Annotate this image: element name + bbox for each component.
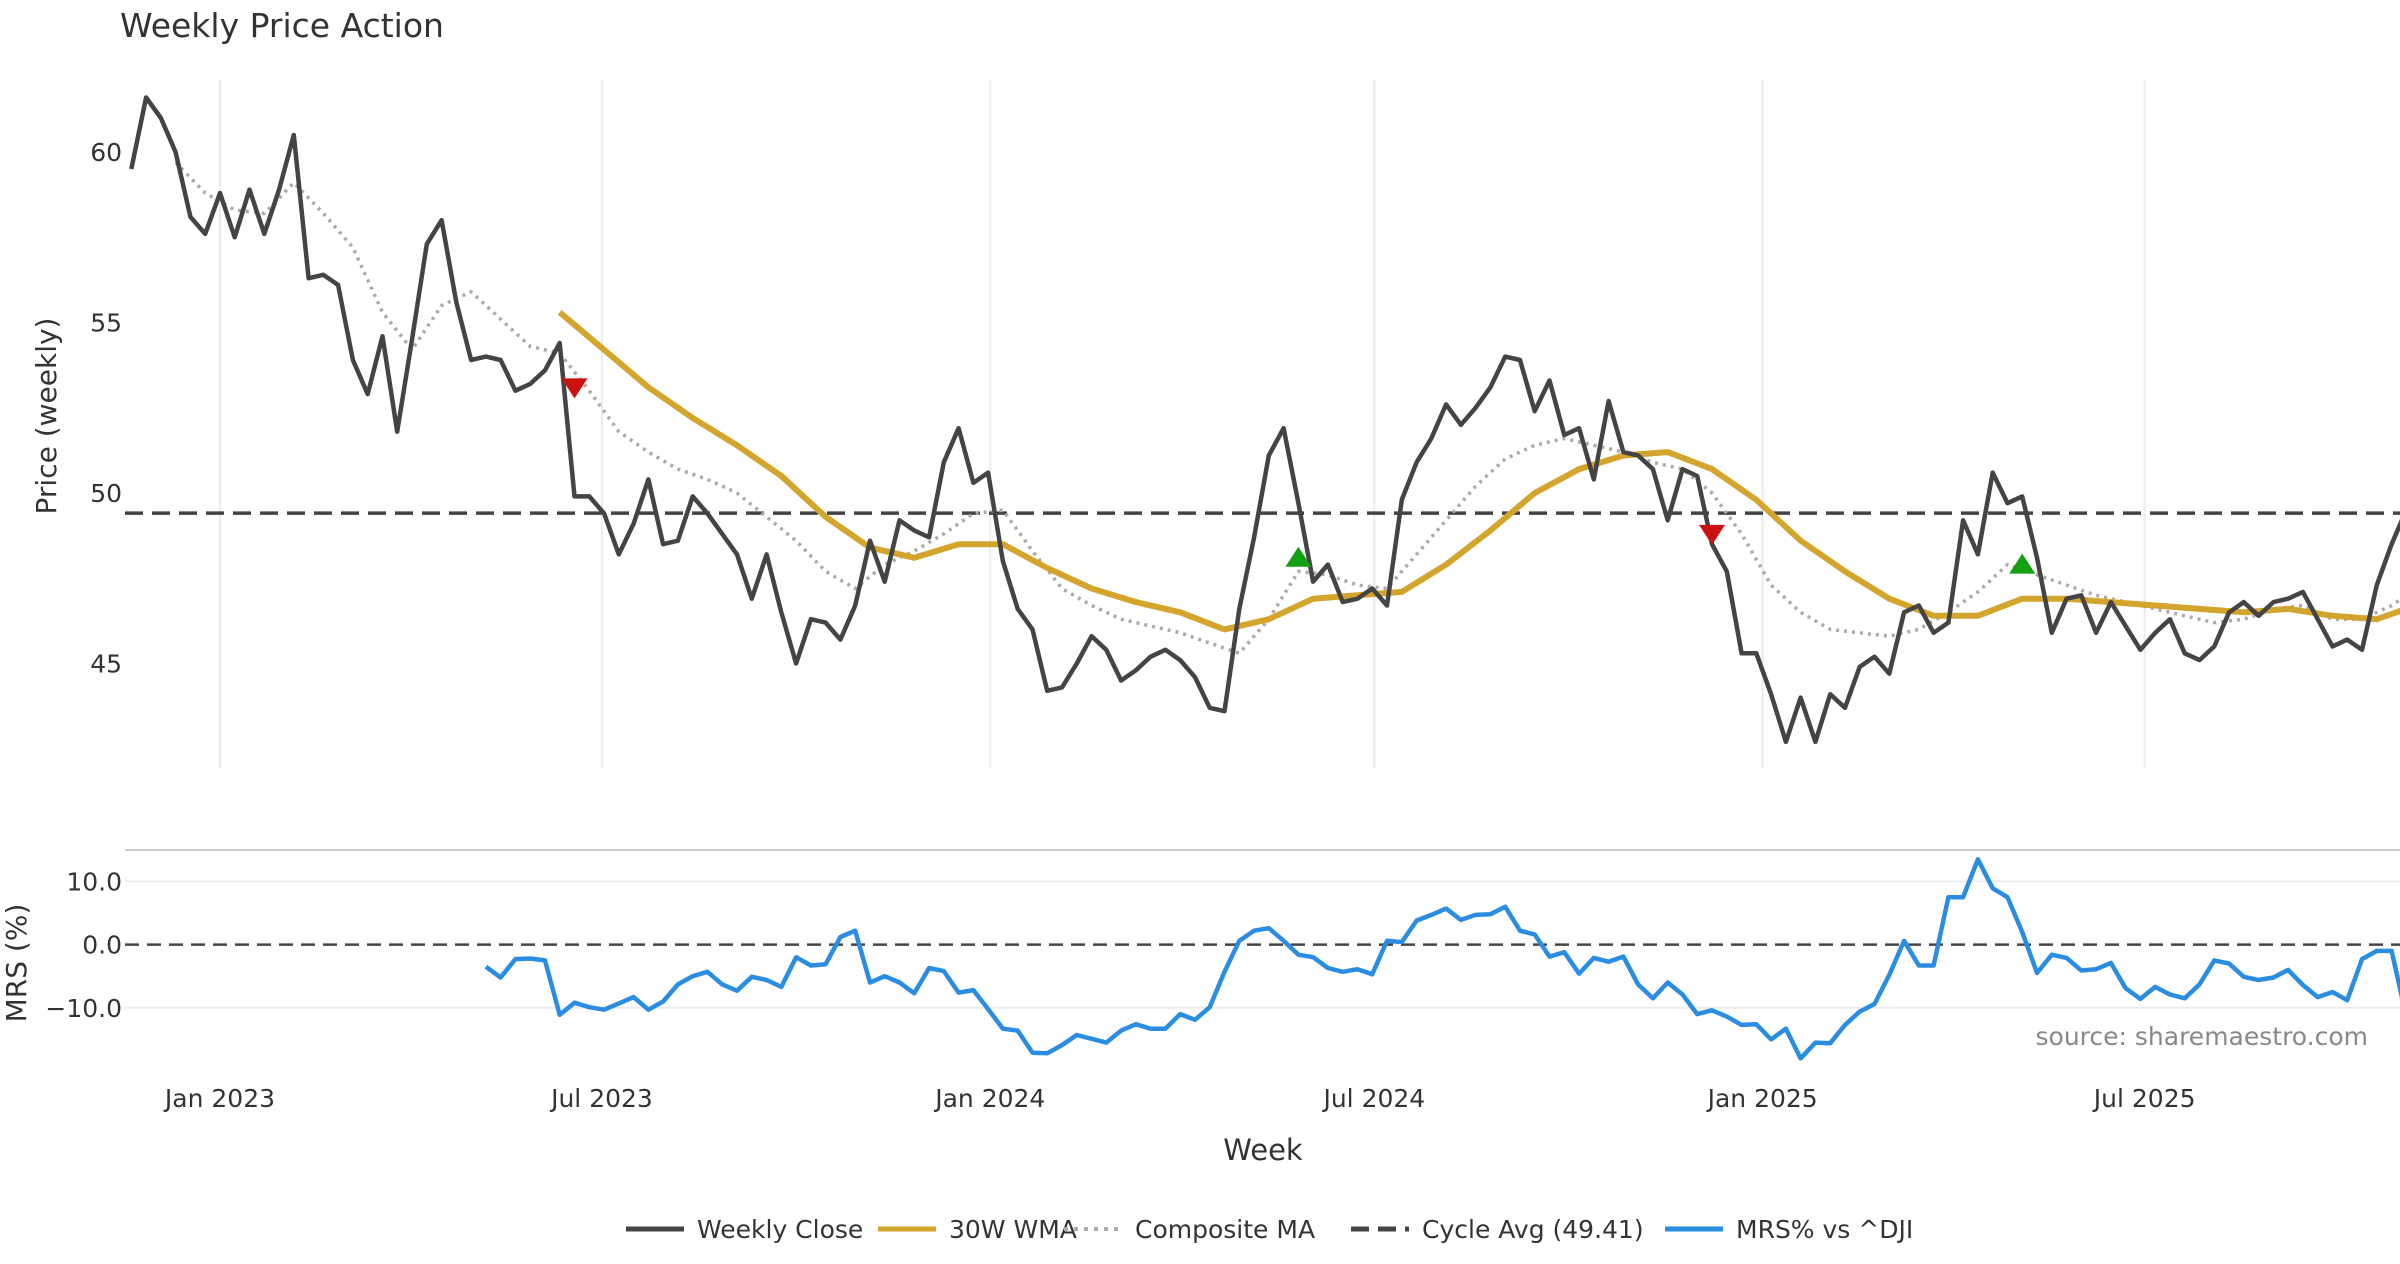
buy-signal-marker bbox=[2009, 553, 2036, 574]
mrs-y-tick-label: 10.0 bbox=[66, 867, 122, 896]
x-tick-label: Jul 2025 bbox=[2092, 1084, 2196, 1113]
signal-markers bbox=[561, 378, 2036, 574]
price-y-axis-label: Price (weekly) bbox=[30, 318, 63, 515]
mrs-series-layer bbox=[484, 857, 2400, 1061]
price-gridlines bbox=[218, 80, 2146, 768]
price-y-tick-label: 60 bbox=[90, 138, 122, 167]
legend-label: MRS% vs ^DJI bbox=[1736, 1215, 1913, 1244]
price-y-tick-labels: 45 50 55 60 bbox=[90, 138, 122, 678]
mrs-y-tick-labels: 10.0 0.0 −10.0 bbox=[45, 867, 122, 1022]
mrs-y-axis-label: MRS (%) bbox=[0, 904, 33, 1023]
price-series-layer bbox=[125, 95, 2400, 745]
mrs-gridlines bbox=[125, 880, 2400, 1009]
source-note: source: sharemaestro.com bbox=[2036, 1022, 2369, 1051]
sell-signal-marker bbox=[1699, 524, 1726, 545]
x-tick-label: Jul 2024 bbox=[1321, 1084, 1425, 1113]
series-weekly-close bbox=[129, 95, 2400, 745]
price-y-tick-label: 55 bbox=[90, 309, 122, 338]
series-mrs-vs-dji bbox=[484, 857, 2400, 1061]
x-tick-label: Jan 2024 bbox=[933, 1084, 1045, 1113]
series-composite-ma bbox=[174, 161, 2400, 656]
price-y-tick-label: 45 bbox=[90, 649, 122, 678]
legend: Weekly Close 30W WMA Composite MA Cycle Avg… bbox=[626, 1215, 1913, 1244]
x-axis-label: Week bbox=[1223, 1133, 1303, 1167]
legend-label: Weekly Close bbox=[697, 1215, 863, 1244]
x-tick-label: Jul 2023 bbox=[549, 1084, 653, 1113]
mrs-y-tick-label: −10.0 bbox=[45, 994, 122, 1023]
series-30w-wma bbox=[557, 310, 2400, 633]
x-tick-label: Jan 2023 bbox=[163, 1084, 275, 1113]
mrs-y-tick-label: 0.0 bbox=[82, 931, 122, 960]
buy-signal-marker bbox=[1285, 546, 1312, 567]
chart-title: Weekly Price Action bbox=[120, 6, 444, 45]
price-y-tick-label: 50 bbox=[90, 479, 122, 508]
x-tick-labels: Jan 2023 Jul 2023 Jan 2024 Jul 2024 Jan 2025… bbox=[163, 1084, 2196, 1113]
sell-signal-marker bbox=[561, 378, 588, 399]
legend-label: Composite MA bbox=[1135, 1215, 1315, 1244]
x-tick-label: Jan 2025 bbox=[1706, 1084, 1818, 1113]
legend-label: 30W WMA bbox=[949, 1215, 1077, 1244]
legend-label: Cycle Avg (49.41) bbox=[1422, 1215, 1644, 1244]
